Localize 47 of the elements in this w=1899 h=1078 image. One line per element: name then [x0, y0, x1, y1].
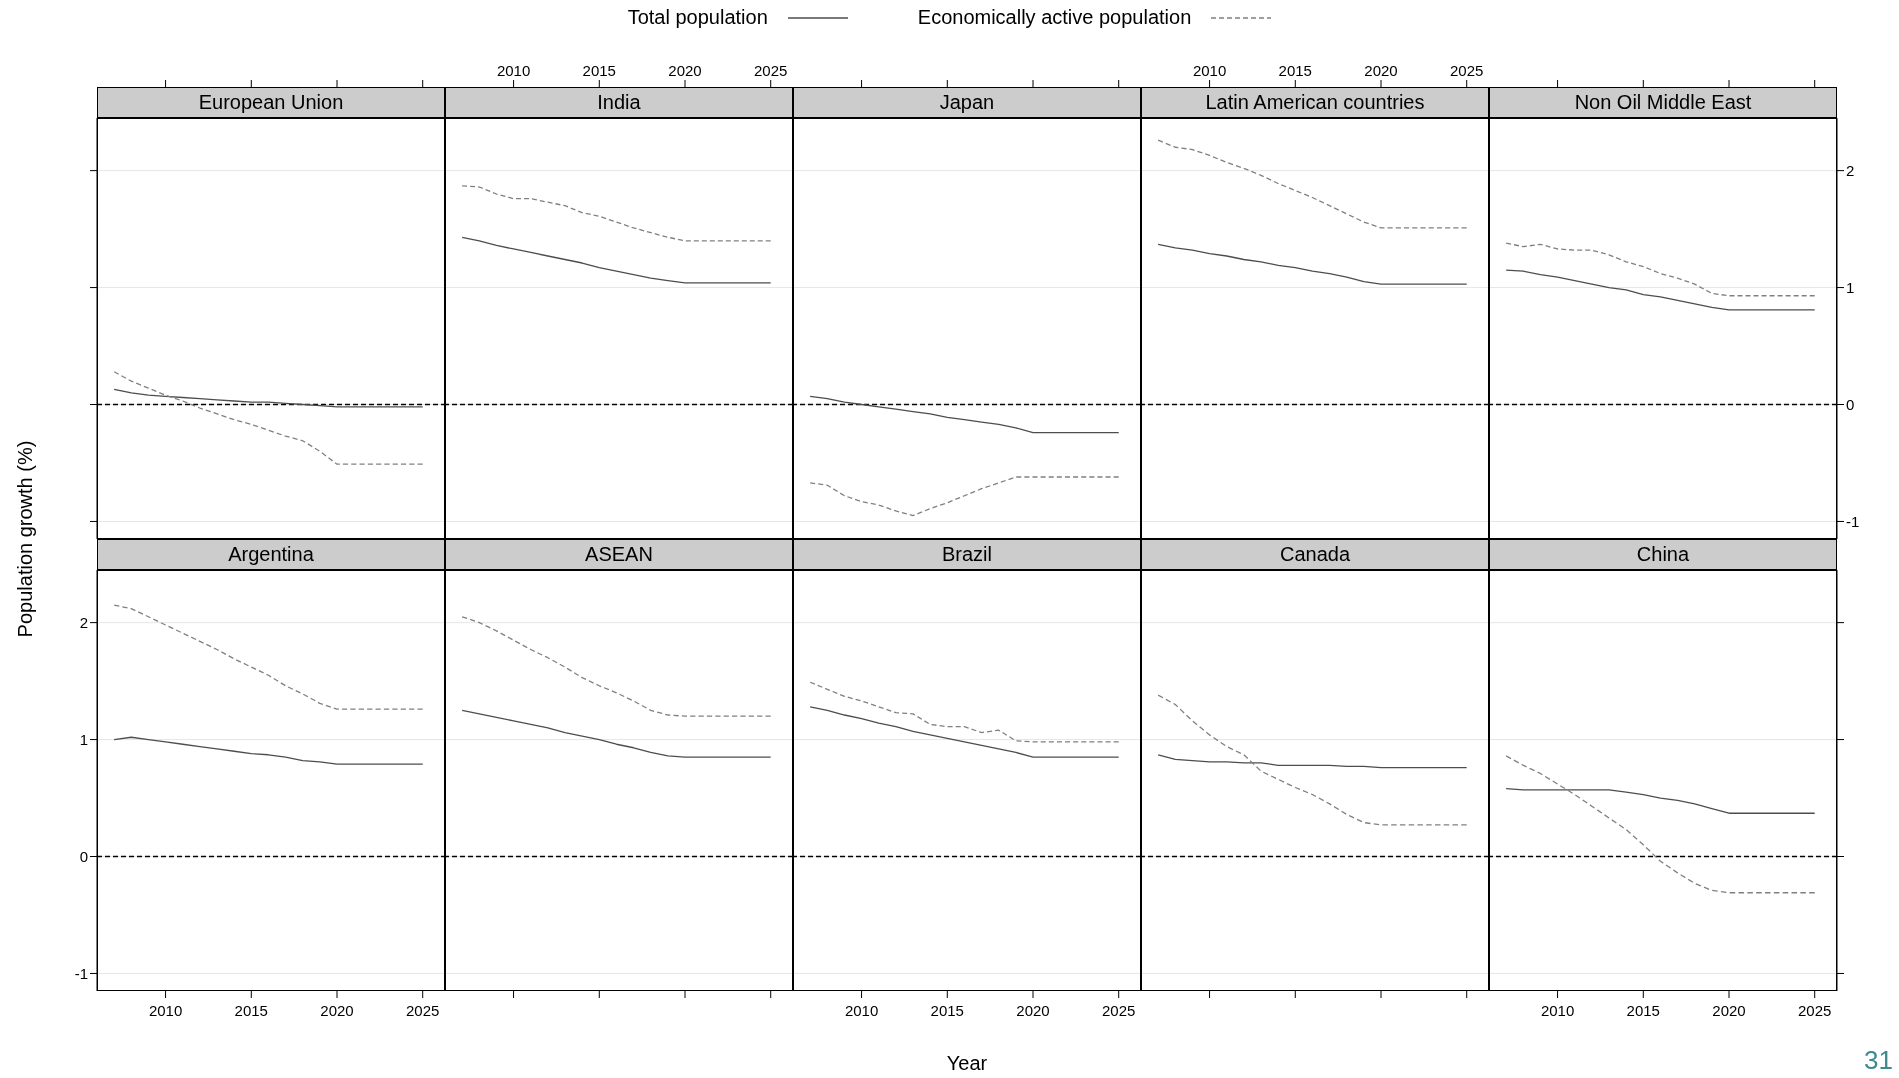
- chart-title: China: [1489, 539, 1837, 570]
- x-tick-label: 2010: [844, 1002, 879, 1019]
- legend-label: Total population: [627, 6, 768, 29]
- x-tick-label: 2025: [1450, 62, 1484, 79]
- y-tick-label: 1: [1846, 278, 1855, 296]
- chart-title: Latin American countries: [1141, 87, 1489, 118]
- x-tick-label: 2010: [496, 62, 531, 79]
- x-tick-label: 2010: [148, 1002, 183, 1019]
- x-tick-label: 2020: [1712, 1002, 1746, 1019]
- x-tick-label: 2020: [320, 1002, 354, 1019]
- x-tick-label: 2025: [754, 62, 788, 79]
- x-tick-label: 2015: [930, 1002, 964, 1019]
- x-tick-label: 2010: [1540, 1002, 1575, 1019]
- chart-title: Brazil: [793, 539, 1141, 570]
- line-series: [1505, 242, 1816, 297]
- x-tick-label: 2020: [668, 62, 702, 79]
- x-tick-label: 2020: [1364, 62, 1398, 79]
- y-tick-label: 0: [1846, 395, 1855, 413]
- x-tick-label: 2025: [1798, 1002, 1832, 1019]
- y-tick-label: 2: [79, 613, 88, 631]
- x-tick-label: 2010: [1192, 62, 1227, 79]
- y-tick-label: 0: [79, 847, 88, 865]
- y-axis-title: Population growth (%): [13, 440, 37, 638]
- y-tick-label: -1: [74, 964, 88, 982]
- x-tick-label: 2025: [1102, 1002, 1136, 1019]
- chart-title: ASEAN: [445, 539, 793, 570]
- chart-title: European Union: [97, 87, 445, 118]
- chart-title: Canada: [1141, 539, 1489, 570]
- text: 31: [1864, 1045, 1893, 1076]
- x-tick-label: 2025: [406, 1002, 440, 1019]
- x-tick-label: 2015: [1278, 62, 1312, 79]
- chart-title: Argentina: [97, 539, 445, 570]
- y-tick-label: -1: [1846, 512, 1860, 530]
- x-tick-label: 2015: [234, 1002, 268, 1019]
- x-axis-title: Year: [946, 1052, 988, 1075]
- legend-label: Economically active population: [917, 6, 1192, 29]
- x-tick-label: 2020: [1016, 1002, 1050, 1019]
- y-tick-label: 2: [1846, 161, 1855, 179]
- line-series: [1505, 269, 1816, 311]
- chart-title: Japan: [793, 87, 1141, 118]
- x-tick-label: 2015: [1626, 1002, 1660, 1019]
- chart-title: Non Oil Middle East: [1489, 87, 1837, 118]
- chart-title: India: [445, 87, 793, 118]
- line-series: [113, 604, 424, 710]
- x-tick-label: 2015: [582, 62, 616, 79]
- y-tick-label: 1: [79, 730, 88, 748]
- line-series: [113, 736, 424, 765]
